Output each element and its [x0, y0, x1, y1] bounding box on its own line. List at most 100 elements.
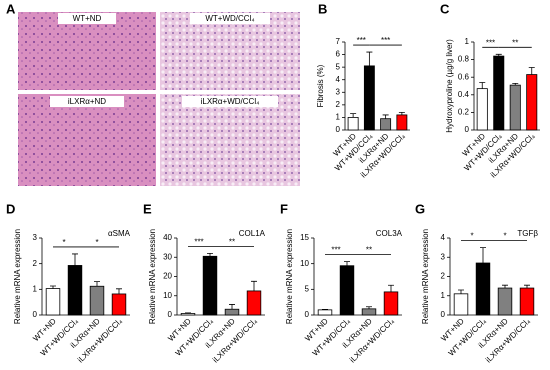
- y-tick-label: 6: [336, 50, 341, 59]
- significance-label: *: [62, 238, 65, 247]
- label-box: [190, 13, 270, 24]
- significance-label: ***: [486, 38, 495, 47]
- significance-label: **: [229, 238, 235, 247]
- histology-images: WT+ND WT+WD/CCl₄ iLXRα+ND iLXRα+WD/CCl₄: [18, 12, 300, 186]
- y-tick-label: 0: [168, 310, 173, 319]
- y-tick-label: 0: [441, 310, 446, 319]
- y-tick-label: 3: [33, 233, 38, 242]
- panel-label: B: [318, 1, 327, 16]
- bar: [475, 262, 491, 316]
- significance-label: **: [366, 246, 372, 255]
- chart-title: TGFβ: [517, 229, 538, 238]
- y-axis-label: Fibrosis (%): [316, 64, 325, 107]
- error-bar: [322, 308, 328, 310]
- image-label: WT+ND: [73, 14, 102, 23]
- error-bar: [512, 82, 519, 86]
- error-bar: [479, 82, 486, 89]
- bar: [509, 84, 521, 131]
- significance-label: ***: [194, 238, 203, 247]
- y-tick-label: 2: [441, 272, 446, 281]
- bar: [526, 74, 538, 131]
- y-tick-label: 0: [465, 125, 470, 134]
- bar: [89, 285, 105, 316]
- error-bar: [528, 67, 535, 75]
- image-label: WT+WD/CCl₄: [205, 14, 254, 23]
- bar: [202, 255, 218, 316]
- bar: [246, 290, 262, 316]
- error-bar: [458, 289, 464, 294]
- bar: [519, 287, 535, 316]
- error-bar: [116, 288, 122, 294]
- chart-title: COL1A: [239, 229, 266, 238]
- y-tick-label: 0: [336, 125, 341, 134]
- image: [160, 94, 300, 186]
- error-bar: [382, 114, 389, 119]
- bar: [383, 291, 399, 316]
- error-bar: [344, 261, 350, 266]
- y-tick-label: 3: [441, 252, 446, 261]
- y-tick-label: 5: [336, 62, 341, 71]
- y-tick-label: 2: [336, 100, 341, 109]
- chart-title: COL3A: [376, 229, 403, 238]
- image: [18, 12, 156, 90]
- y-axis-label: Hydroxyproline (µg/g liver): [445, 39, 454, 133]
- panel-label: C: [440, 1, 450, 16]
- bar: [476, 88, 488, 131]
- error-bar: [251, 280, 257, 291]
- error-bar: [366, 306, 372, 309]
- image: [160, 12, 300, 90]
- chart-title: αSMA: [108, 229, 131, 238]
- y-tick-label: 0: [305, 310, 310, 319]
- error-bar: [524, 284, 530, 289]
- y-tick-label: 40: [163, 233, 172, 242]
- error-bar: [72, 253, 78, 266]
- y-tick-label: 10: [163, 291, 172, 300]
- bar: [339, 265, 355, 316]
- bar: [67, 265, 83, 316]
- y-tick-label: 1: [33, 284, 38, 293]
- significance-label: ***: [381, 36, 390, 45]
- label-box: [50, 96, 124, 107]
- error-bar: [388, 284, 394, 292]
- y-axis-label: Relative mRNA expression: [13, 229, 22, 324]
- y-tick-label: 4: [441, 233, 446, 242]
- y-tick-label: 0.8: [458, 55, 470, 64]
- y-tick-label: 2: [33, 259, 38, 268]
- bar: [493, 55, 505, 131]
- bar: [380, 118, 392, 131]
- significance-label: ***: [357, 36, 366, 45]
- error-bar: [350, 113, 357, 118]
- panel-label: A: [6, 1, 16, 16]
- bar: [180, 313, 196, 316]
- error-bar: [94, 281, 100, 287]
- bar: [497, 287, 513, 316]
- error-bar: [229, 304, 235, 310]
- y-tick-label: 7: [336, 37, 341, 46]
- y-tick-label: 1: [336, 113, 341, 122]
- y-tick-label: 0: [33, 310, 38, 319]
- significance-label: **: [512, 38, 518, 47]
- significance-label: *: [470, 232, 473, 241]
- bar: [317, 309, 333, 316]
- y-tick-label: 0.6: [458, 72, 470, 81]
- error-bar: [480, 247, 486, 264]
- error-bar: [495, 53, 502, 57]
- bar: [45, 288, 61, 316]
- image: [18, 94, 156, 186]
- significance-label: *: [503, 232, 506, 241]
- y-tick-label: 0.2: [458, 108, 470, 117]
- image-label: iLXRα+ND: [68, 97, 106, 106]
- image-label: iLXRα+WD/CCl₄: [201, 97, 260, 106]
- y-tick-label: 3: [336, 87, 341, 96]
- y-tick-label: 5: [305, 284, 310, 293]
- significance-label: *: [95, 238, 98, 247]
- error-bar: [398, 112, 405, 115]
- error-bar: [185, 312, 191, 314]
- y-tick-label: 1: [441, 291, 446, 300]
- y-tick-label: 4: [336, 75, 341, 84]
- panel-label: E: [143, 201, 152, 216]
- label-box: [58, 13, 116, 24]
- y-tick-label: 15: [300, 233, 309, 242]
- panel-label: G: [415, 201, 425, 216]
